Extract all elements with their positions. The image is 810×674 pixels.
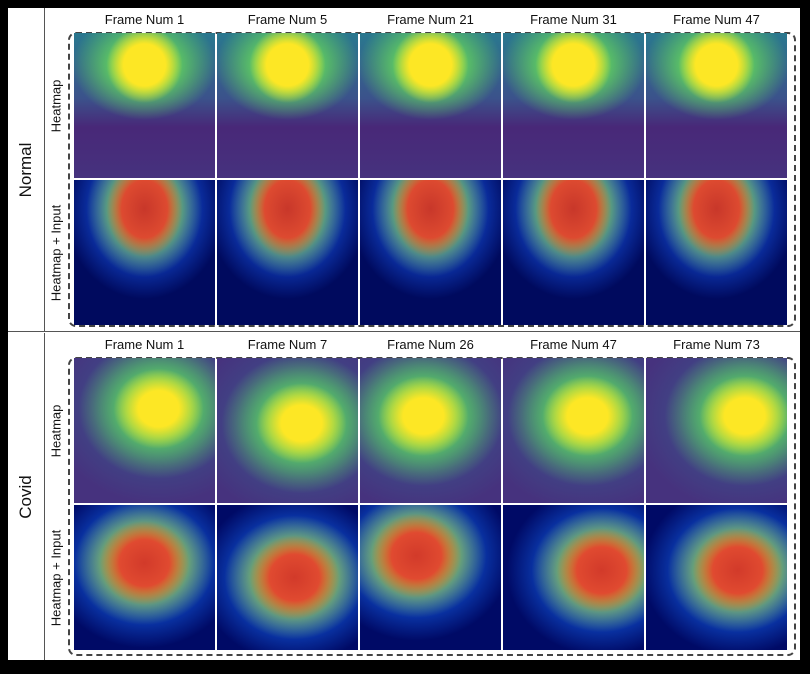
heatmap-image bbox=[360, 33, 501, 178]
group-covid: Covid Heatmap Heatmap + Input Frame Num … bbox=[8, 333, 800, 660]
overlay-image bbox=[360, 505, 501, 650]
heatmap-image bbox=[503, 358, 644, 503]
frame-title: Frame Num 1 bbox=[104, 12, 185, 27]
row-label-text: Heatmap bbox=[48, 79, 64, 132]
frame-title: Frame Num 26 bbox=[387, 337, 474, 352]
frame-title: Frame Num 21 bbox=[387, 12, 474, 27]
group-label-text: Covid bbox=[16, 474, 35, 519]
group-label-text: Normal bbox=[16, 142, 35, 197]
row-label-text: Heatmap bbox=[48, 404, 64, 457]
overlay-image bbox=[217, 180, 358, 325]
group-label: Covid bbox=[8, 333, 44, 660]
heatmap-image bbox=[74, 33, 215, 178]
heatmap-image bbox=[646, 358, 787, 503]
overlay-image bbox=[646, 180, 787, 325]
frame-title: Frame Num 31 bbox=[530, 12, 617, 27]
heatmap-image bbox=[503, 33, 644, 178]
row-label-overlay: Heatmap + Input bbox=[44, 180, 68, 325]
heatmap-image bbox=[217, 358, 358, 503]
figure-panel: Normal Heatmap Heatmap + Input Frame Num… bbox=[8, 8, 800, 660]
overlay-image bbox=[503, 505, 644, 650]
overlay-image bbox=[217, 505, 358, 650]
row-label-text: Heatmap + Input bbox=[48, 529, 64, 626]
group-label: Normal bbox=[8, 8, 44, 331]
overlay-image bbox=[360, 180, 501, 325]
heatmap-image bbox=[74, 358, 215, 503]
divider bbox=[44, 8, 45, 331]
row-label-heatmap: Heatmap bbox=[44, 358, 68, 503]
overlay-image bbox=[503, 180, 644, 325]
overlay-image bbox=[74, 505, 215, 650]
frame-title: Frame Num 1 bbox=[104, 337, 185, 352]
frame-title: Frame Num 47 bbox=[673, 12, 760, 27]
heatmap-image bbox=[646, 33, 787, 178]
frame-title: Frame Num 47 bbox=[530, 337, 617, 352]
row-label-overlay: Heatmap + Input bbox=[44, 505, 68, 650]
overlay-image bbox=[646, 505, 787, 650]
group-normal: Normal Heatmap Heatmap + Input Frame Num… bbox=[8, 8, 800, 332]
row-label-text: Heatmap + Input bbox=[48, 204, 64, 301]
heatmap-image bbox=[360, 358, 501, 503]
overlay-image bbox=[74, 180, 215, 325]
frame-title: Frame Num 7 bbox=[247, 337, 328, 352]
heatmap-image bbox=[217, 33, 358, 178]
frame-title: Frame Num 5 bbox=[247, 12, 328, 27]
frame-title: Frame Num 73 bbox=[673, 337, 760, 352]
divider bbox=[44, 333, 45, 660]
row-label-heatmap: Heatmap bbox=[44, 33, 68, 178]
